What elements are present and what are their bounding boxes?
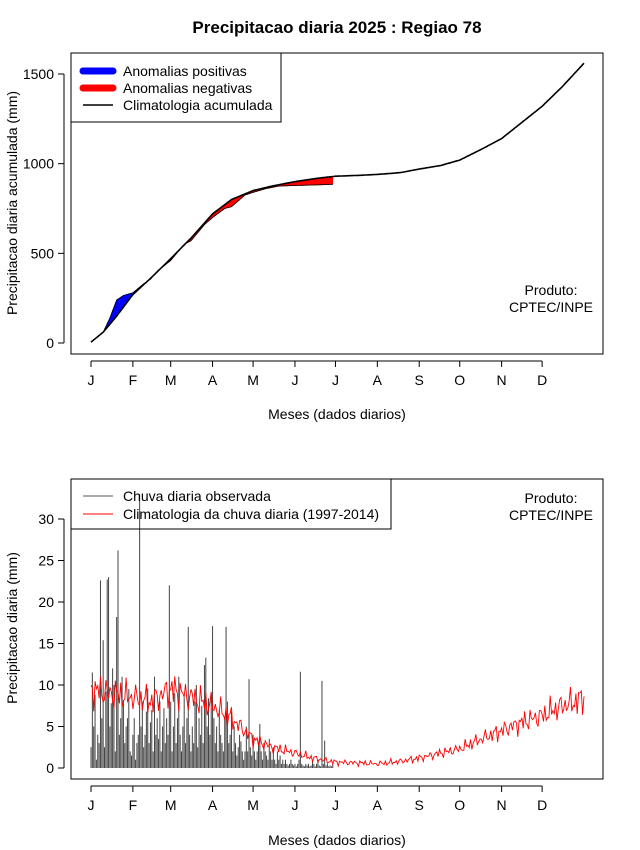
- x-tick-label: M: [247, 797, 259, 813]
- climatology-line: [90, 62, 585, 343]
- x-tick-label: M: [165, 372, 177, 388]
- x-tick-label: A: [373, 797, 383, 813]
- daily-precip-chart: 0 5 10 15 20 25 30 J F M A M J J A S O N D Meses (dados d…: [4, 478, 604, 848]
- y-tick-label: 1500: [23, 66, 54, 82]
- x-tick-label: J: [88, 372, 95, 388]
- x-tick-label: J: [88, 797, 95, 813]
- legend-label-climatology: Climatologia acumulada: [123, 97, 273, 113]
- y-tick-label: 5: [46, 719, 54, 735]
- y-tick-label: 20: [38, 594, 54, 610]
- climatology-cumulative-line: [90, 62, 585, 343]
- x-tick-label: J: [332, 372, 339, 388]
- climatology-daily-line: [90, 676, 585, 768]
- x-tick-label: J: [332, 797, 339, 813]
- climatology-daily-line: [90, 676, 585, 768]
- x-tick-label: J: [291, 797, 298, 813]
- x-tick-label: F: [129, 797, 138, 813]
- legend: Anomalias positivas Anomalias negativas …: [70, 52, 282, 123]
- x-tick-label: J: [291, 372, 298, 388]
- y-tick-label: 1000: [23, 156, 54, 172]
- product-source: CPTEC/INPE: [509, 299, 593, 315]
- x-tick-label: O: [454, 372, 465, 388]
- y-axis: 0 500 1000 1500: [23, 66, 65, 351]
- legend-label-positive: Anomalias positivas: [123, 63, 247, 79]
- negative-anomaly-segment: [331, 176, 334, 185]
- product-label: Produto:: [525, 490, 578, 506]
- y-tick-label: 15: [38, 636, 54, 652]
- y-tick-label: 500: [31, 245, 55, 261]
- chart-title: Precipitacao diaria 2025 : Regiao 78: [192, 18, 481, 37]
- x-tick-label: N: [497, 797, 507, 813]
- legend-label-climatology: Climatologia da chuva diaria (1997-2014): [123, 506, 379, 522]
- y-tick-label: 0: [46, 335, 54, 351]
- y-tick-label: 10: [38, 677, 54, 693]
- y-axis: 0 5 10 15 20 25 30: [38, 511, 65, 776]
- x-tick-label: A: [373, 372, 383, 388]
- x-tick-label: A: [208, 797, 218, 813]
- x-tick-label: A: [208, 372, 218, 388]
- y-tick-label: 25: [38, 553, 54, 569]
- legend-label-negative: Anomalias negativas: [123, 80, 252, 96]
- x-tick-label: O: [454, 797, 465, 813]
- x-tick-label: D: [537, 797, 547, 813]
- y-axis-label: Precipitacao diaria (mm): [4, 552, 20, 704]
- x-axis-label: Meses (dados diarios): [268, 406, 406, 422]
- x-tick-label: D: [537, 372, 547, 388]
- x-tick-label: M: [247, 372, 259, 388]
- y-axis-label: Precipitacao diaria acumulada (mm): [4, 91, 20, 315]
- legend: Chuva diaria observada Climatologia da c…: [70, 478, 392, 530]
- legend-box: [70, 52, 282, 123]
- x-axis-label: Meses (dados diarios): [268, 832, 406, 848]
- legend-label-observed: Chuva diaria observada: [123, 488, 271, 504]
- product-source: CPTEC/INPE: [509, 507, 593, 523]
- x-tick-label: S: [415, 372, 424, 388]
- x-tick-label: S: [415, 797, 424, 813]
- cumulative-precip-chart: 0 500 1000 1500 J F M A M J J A S O N D Meses (dados d…: [4, 52, 604, 422]
- observed-bars: [90, 494, 334, 768]
- product-label: Produto:: [525, 282, 578, 298]
- x-tick-label: M: [165, 797, 177, 813]
- x-tick-label: F: [129, 372, 138, 388]
- plot-frame: [70, 52, 604, 355]
- y-tick-label: 0: [46, 760, 54, 776]
- y-tick-label: 30: [38, 511, 54, 527]
- x-tick-label: N: [497, 372, 507, 388]
- legend-box: [70, 478, 392, 530]
- observed-cumulative-line: [90, 183, 333, 343]
- anomaly-area: [90, 176, 334, 343]
